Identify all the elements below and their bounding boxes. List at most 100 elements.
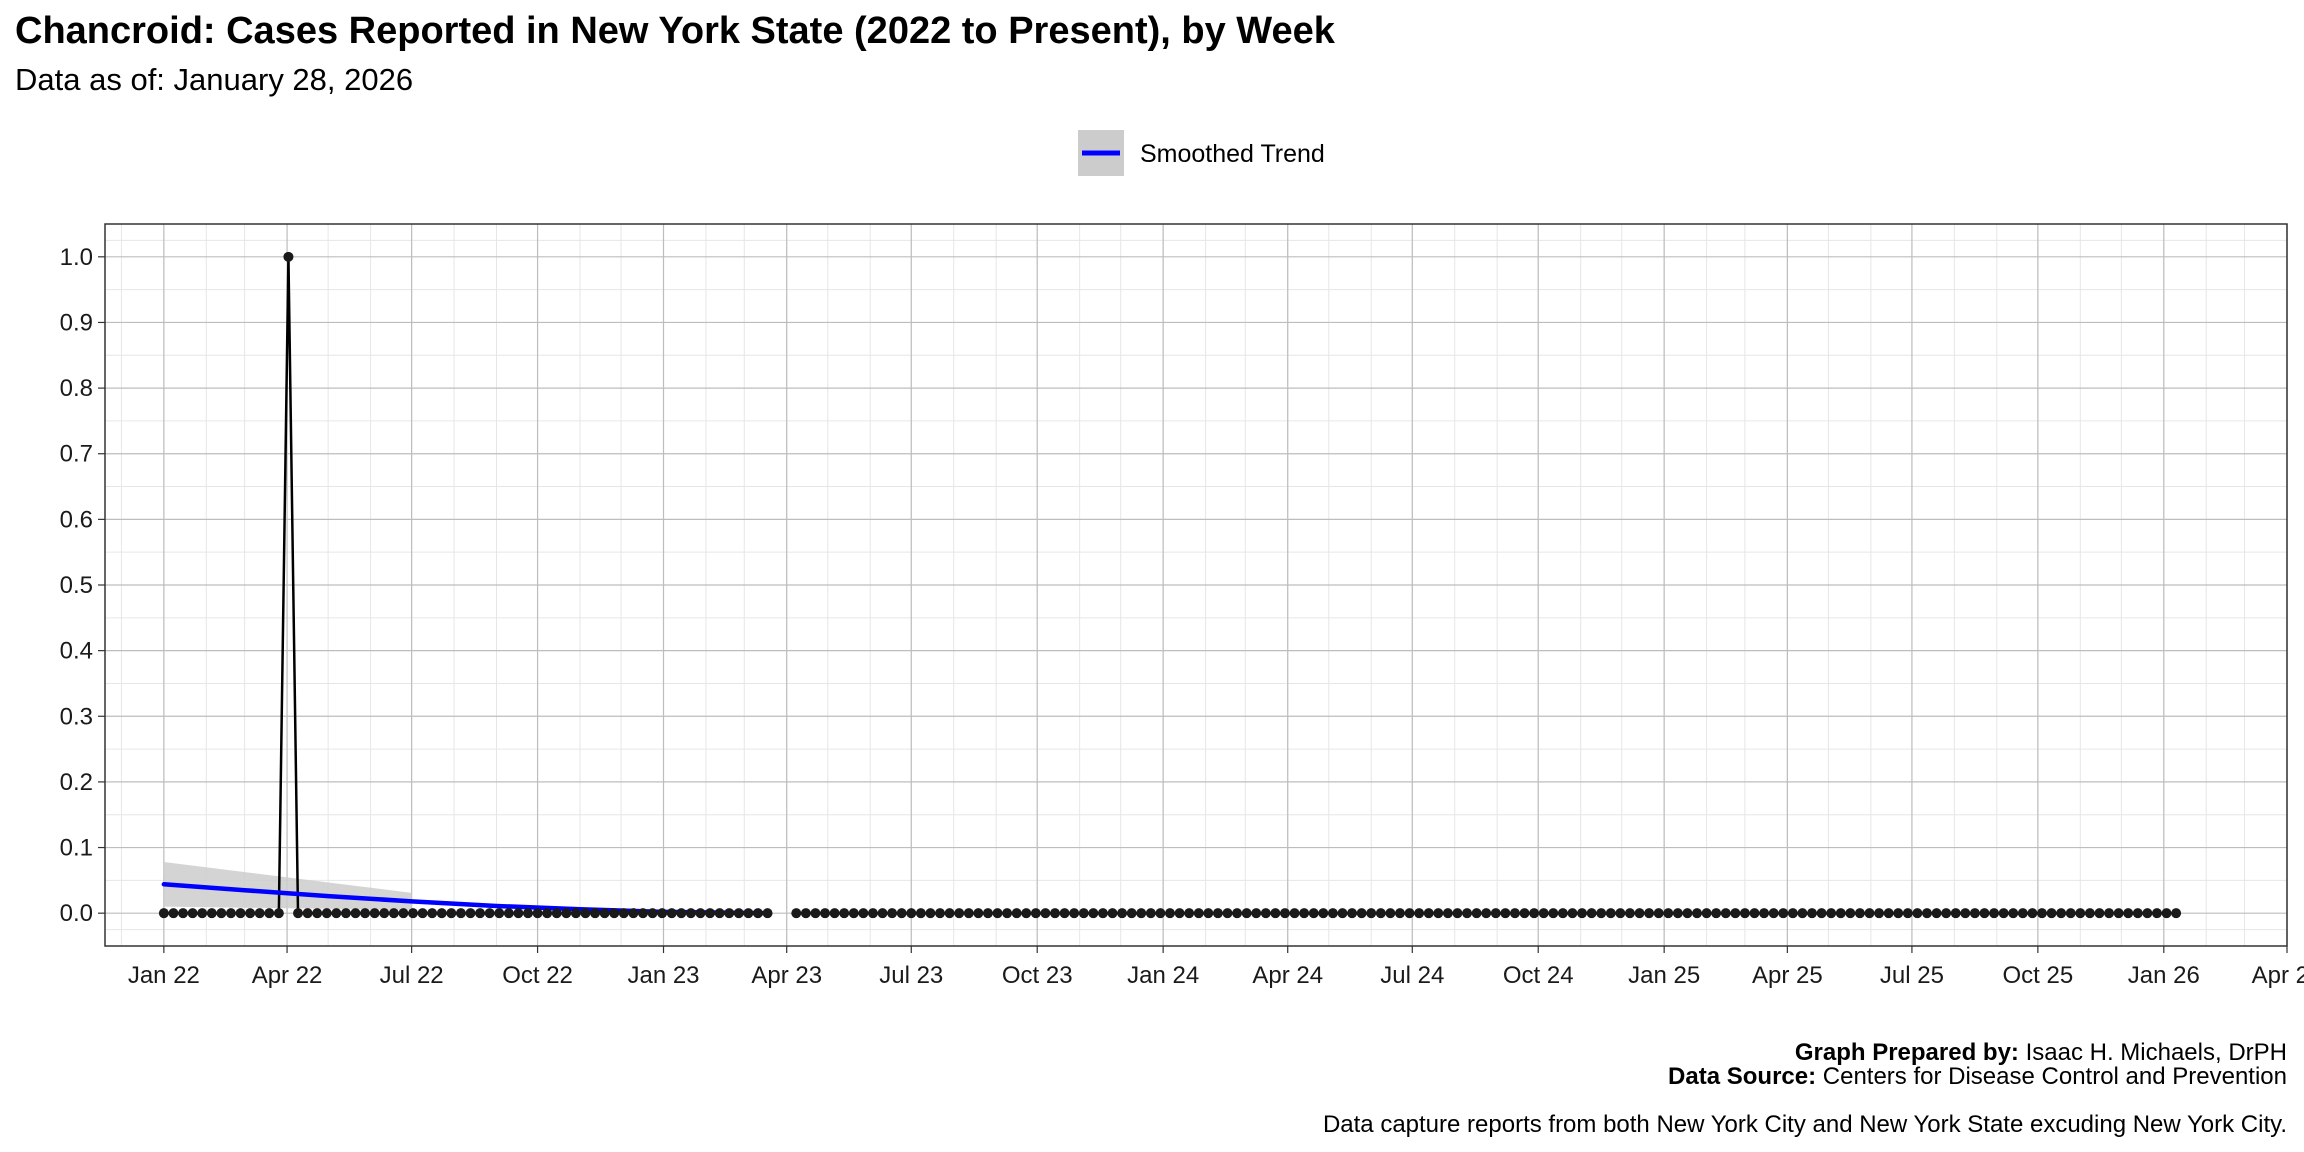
weekly-case-point bbox=[666, 908, 677, 919]
weekly-case-point bbox=[551, 908, 562, 919]
weekly-case-point bbox=[1864, 908, 1875, 919]
weekly-case-point bbox=[1126, 908, 1137, 919]
weekly-case-point bbox=[1739, 908, 1750, 919]
weekly-case-point bbox=[829, 908, 840, 919]
weekly-case-point bbox=[350, 908, 361, 919]
weekly-case-point bbox=[427, 908, 438, 919]
weekly-case-point bbox=[503, 908, 514, 919]
weekly-case-point bbox=[1874, 908, 1885, 919]
chart-subtitle: Data as of: January 28, 2026 bbox=[15, 62, 413, 97]
weekly-case-point bbox=[896, 908, 907, 919]
weekly-case-point bbox=[1672, 908, 1683, 919]
weekly-case-point bbox=[206, 908, 217, 919]
weekly-case-point bbox=[2056, 908, 2067, 919]
weekly-case-point bbox=[714, 908, 725, 919]
weekly-case-point bbox=[1567, 908, 1578, 919]
caption-data-source: Data Source: Centers for Disease Control… bbox=[1668, 1063, 2287, 1090]
weekly-case-point bbox=[1787, 908, 1798, 919]
weekly-case-point bbox=[628, 908, 639, 919]
weekly-case-point bbox=[1462, 908, 1473, 919]
x-tick-label: Jul 24 bbox=[1380, 962, 1444, 989]
weekly-case-point bbox=[1950, 908, 1961, 919]
weekly-case-point bbox=[1289, 908, 1300, 919]
weekly-case-point bbox=[1347, 908, 1358, 919]
weekly-case-point bbox=[1969, 908, 1980, 919]
weekly-case-point bbox=[599, 908, 610, 919]
weekly-case-point bbox=[839, 908, 850, 919]
x-tick-label: Apr 25 bbox=[1752, 962, 1823, 989]
weekly-case-point bbox=[561, 908, 572, 919]
weekly-case-point bbox=[178, 908, 189, 919]
weekly-case-point bbox=[609, 908, 620, 919]
weekly-case-point bbox=[293, 908, 304, 919]
x-tick-label: Jul 22 bbox=[380, 962, 444, 989]
weekly-case-point bbox=[1145, 908, 1156, 919]
weekly-case-point bbox=[1605, 908, 1616, 919]
weekly-case-point bbox=[321, 908, 332, 919]
weekly-case-point bbox=[2008, 908, 2019, 919]
x-tick-label: Apr 23 bbox=[751, 962, 822, 989]
weekly-case-point bbox=[570, 908, 581, 919]
weekly-case-point bbox=[1059, 908, 1070, 919]
weekly-case-point bbox=[2065, 908, 2076, 919]
weekly-case-point bbox=[1730, 908, 1741, 919]
weekly-case-point bbox=[1826, 908, 1837, 919]
weekly-case-point bbox=[1912, 908, 1923, 919]
weekly-case-point bbox=[752, 908, 763, 919]
weekly-case-point bbox=[1519, 908, 1530, 919]
weekly-case-point bbox=[398, 908, 409, 919]
weekly-case-point bbox=[858, 908, 869, 919]
weekly-case-point bbox=[388, 908, 399, 919]
weekly-case-point bbox=[1078, 908, 1089, 919]
weekly-case-point bbox=[369, 908, 380, 919]
weekly-case-point bbox=[848, 908, 859, 919]
weekly-case-point bbox=[695, 908, 706, 919]
x-tick-label: Jan 24 bbox=[1127, 962, 1199, 989]
weekly-case-point bbox=[580, 908, 591, 919]
weekly-case-point bbox=[1711, 908, 1722, 919]
y-tick-label: 0.1 bbox=[60, 835, 93, 862]
y-tick-label: 0.0 bbox=[60, 900, 93, 927]
weekly-case-point bbox=[2132, 908, 2143, 919]
y-tick-label: 0.6 bbox=[60, 506, 93, 533]
weekly-case-point bbox=[1002, 908, 1013, 919]
weekly-case-point bbox=[1989, 908, 2000, 919]
weekly-case-point bbox=[1701, 908, 1712, 919]
weekly-case-point bbox=[685, 908, 696, 919]
weekly-case-point bbox=[465, 908, 476, 919]
weekly-case-point bbox=[331, 908, 342, 919]
weekly-case-point bbox=[1931, 908, 1942, 919]
weekly-case-point bbox=[1270, 908, 1281, 919]
legend: Smoothed Trend bbox=[1078, 130, 1325, 176]
weekly-case-point bbox=[158, 908, 169, 919]
captions: Graph Prepared by: Isaac H. Michaels, Dr… bbox=[1323, 1039, 2287, 1138]
weekly-case-point bbox=[1251, 908, 1262, 919]
weekly-case-point bbox=[2123, 908, 2134, 919]
weekly-case-point bbox=[1538, 908, 1549, 919]
weekly-case-point bbox=[455, 908, 466, 919]
weekly-case-point bbox=[1835, 908, 1846, 919]
weekly-case-point bbox=[254, 908, 265, 919]
y-tick-label: 0.3 bbox=[60, 703, 93, 730]
axis-layer: 0.0 0.1 0.2 0.3 0.4 0.5 0.6 0.7 0.8 0.9 1.0 Jan 22 A… bbox=[60, 244, 2304, 989]
weekly-case-point bbox=[1212, 908, 1223, 919]
weekly-case-point bbox=[1529, 908, 1540, 919]
weekly-case-point bbox=[1203, 908, 1214, 919]
weekly-case-point bbox=[2104, 908, 2115, 919]
weekly-case-point bbox=[1299, 908, 1310, 919]
weekly-case-point bbox=[302, 908, 313, 919]
caption-data-source-value: Centers for Disease Control and Preventi… bbox=[1816, 1063, 2287, 1090]
weekly-case-point bbox=[982, 908, 993, 919]
weekly-case-point bbox=[887, 908, 898, 919]
weekly-case-point bbox=[1442, 908, 1453, 919]
x-tick-label: Jul 23 bbox=[879, 962, 943, 989]
weekly-case-point bbox=[1021, 908, 1032, 919]
weekly-case-point bbox=[1097, 908, 1108, 919]
weekly-case-point bbox=[273, 908, 284, 919]
x-tick-label: Jan 22 bbox=[128, 962, 200, 989]
caption-prepared-by-label: Graph Prepared by: bbox=[1795, 1039, 2019, 1066]
weekly-case-point bbox=[446, 908, 457, 919]
weekly-case-point bbox=[963, 908, 974, 919]
x-tick-label: Apr 24 bbox=[1252, 962, 1323, 989]
weekly-case-point bbox=[724, 908, 735, 919]
